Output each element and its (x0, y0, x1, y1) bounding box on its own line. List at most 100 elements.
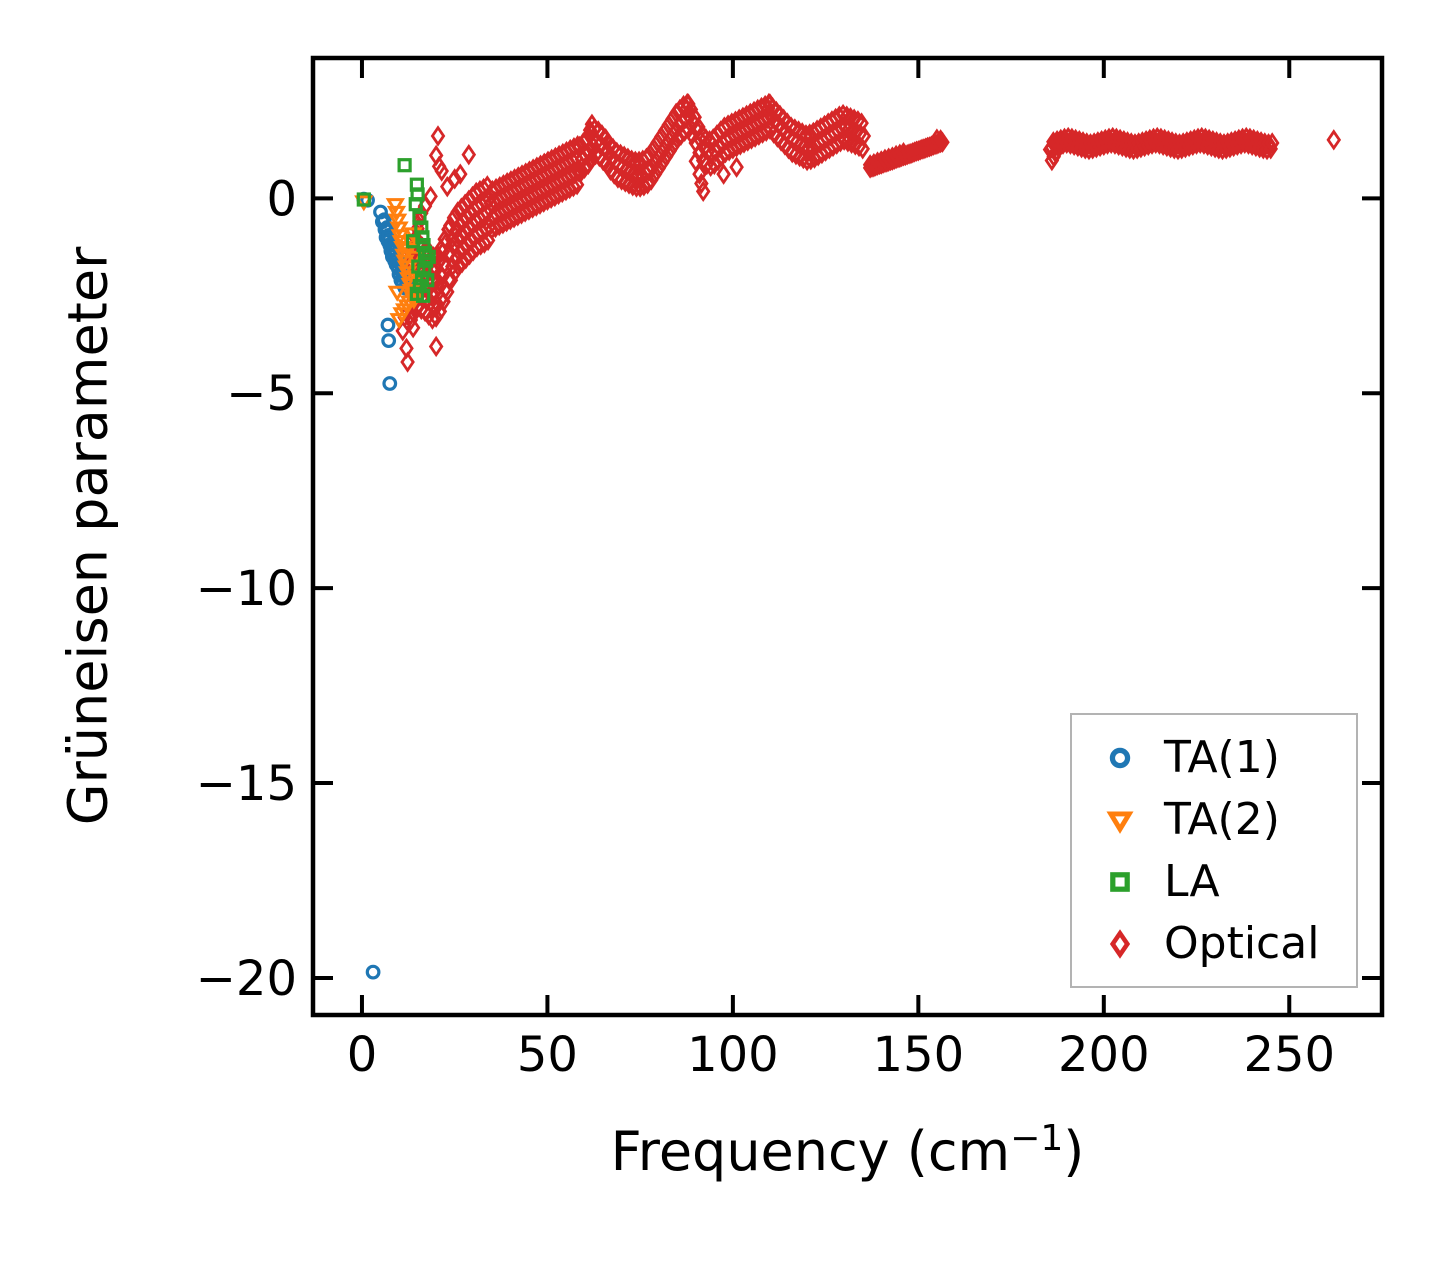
legend-label: TA(1) (1164, 732, 1280, 783)
y-tick-label: −5 (226, 366, 297, 422)
scatter-marker (609, 141, 625, 164)
y-tick-label: 0 (266, 171, 297, 227)
scatter-marker (434, 160, 450, 182)
scatter-marker (613, 143, 628, 165)
y-tick-label: −15 (196, 756, 297, 812)
legend-item-optical: Optical (1102, 913, 1356, 975)
scatter-marker (640, 173, 655, 195)
scatter-marker (397, 158, 412, 173)
scatter-marker (385, 198, 406, 215)
scatter-marker (428, 306, 444, 328)
scatter-marker (850, 110, 866, 132)
scatter-marker (1326, 129, 1342, 151)
x-tick-label: 50 (517, 1027, 578, 1083)
series-ta1 (356, 191, 414, 980)
x-axis-label-close: ) (1063, 1120, 1085, 1183)
scatter-marker (387, 213, 408, 230)
scatter-marker (870, 151, 885, 173)
scatter-marker (386, 205, 407, 222)
axes-frame (310, 55, 1385, 1018)
x-axis-label-text: Frequency (cm (610, 1120, 1011, 1183)
scatter-marker (655, 151, 670, 174)
scatter-marker (856, 125, 872, 147)
scatter-marker (447, 168, 462, 190)
scatter-marker (677, 120, 692, 142)
scatter-marker (443, 269, 459, 291)
scatter-marker (416, 288, 431, 303)
scatter-marker (1264, 132, 1280, 154)
scatter-marker (666, 134, 681, 156)
scatter-marker (896, 142, 911, 164)
scatter-marker (381, 333, 397, 349)
scatter-marker (389, 313, 409, 330)
scatter-marker (411, 259, 426, 274)
scatter-marker (442, 242, 458, 264)
scatter-marker (881, 147, 896, 169)
legend-item-ta1: TA(1) (1102, 727, 1356, 789)
scatter-marker (852, 122, 868, 145)
scatter-marker (647, 163, 663, 185)
scatter-marker (888, 144, 904, 167)
scatter-marker (415, 230, 430, 245)
legend-label: TA(2) (1164, 794, 1280, 845)
scatter-marker (862, 154, 878, 176)
legend-box: TA(1) TA(2) LA Optical (1070, 713, 1358, 988)
scatter-marker (892, 143, 908, 165)
scatter-marker (835, 103, 851, 126)
legend-label: Optical (1164, 918, 1320, 969)
scatter-marker (584, 113, 600, 135)
scatter-marker (783, 116, 799, 138)
scatter-marker (582, 119, 598, 141)
scatter-marker (935, 131, 950, 153)
scatter-marker (616, 145, 632, 167)
x-tick-label: 150 (873, 1027, 965, 1083)
triangle-down-marker-icon (1106, 811, 1134, 834)
scatter-marker (885, 146, 900, 168)
diamond-marker-icon (1109, 928, 1131, 959)
scatter-marker (356, 192, 371, 207)
scatter-marker (408, 197, 423, 212)
scatter-marker (716, 163, 731, 185)
scatter-marker (587, 118, 602, 140)
x-tick-label: 0 (347, 1027, 378, 1083)
scatter-marker (643, 169, 659, 191)
scatter-marker (854, 112, 869, 134)
series-la (356, 158, 436, 303)
legend-item-la: LA (1102, 851, 1356, 913)
scatter-marker (380, 317, 396, 333)
y-tick-label: −20 (196, 951, 297, 1007)
scatter-marker (430, 294, 445, 316)
scatter-marker (760, 97, 776, 120)
scatter-marker (651, 157, 666, 180)
x-tick-label: 100 (687, 1027, 779, 1083)
scatter-marker (421, 249, 436, 264)
scatter-marker (420, 273, 435, 288)
scatter-marker (695, 180, 711, 202)
scatter-marker (400, 351, 415, 373)
scatter-marker (791, 120, 806, 142)
circle-marker-icon (1109, 747, 1131, 768)
series-optical (395, 92, 1342, 373)
square-marker-icon (1110, 871, 1130, 892)
scatter-marker (855, 138, 871, 160)
x-axis-label-superscript: −1 (1010, 1118, 1064, 1159)
triangle-down-marker-icon (1106, 811, 1134, 834)
scatter-marker (389, 221, 409, 238)
scatter-marker (577, 157, 592, 180)
scatter-marker (430, 125, 446, 147)
scatter-marker (379, 220, 395, 235)
scatter-marker (620, 147, 636, 169)
scatter-marker (846, 108, 862, 130)
scatter-marker (406, 234, 421, 249)
scatter-marker (1048, 142, 1063, 164)
scatter-marker (787, 118, 803, 140)
scatter-marker (873, 150, 889, 172)
scatter-marker (405, 317, 421, 339)
scatter-marker (428, 335, 444, 358)
scatter-marker (580, 153, 596, 176)
scatter-marker (1042, 138, 1058, 161)
y-axis-label: Grüneisen parameter (56, 246, 120, 826)
x-axis-label: Frequency (cm−1) (313, 1118, 1382, 1183)
diamond-marker-icon (1109, 928, 1131, 959)
x-tick-label: 200 (1058, 1027, 1150, 1083)
